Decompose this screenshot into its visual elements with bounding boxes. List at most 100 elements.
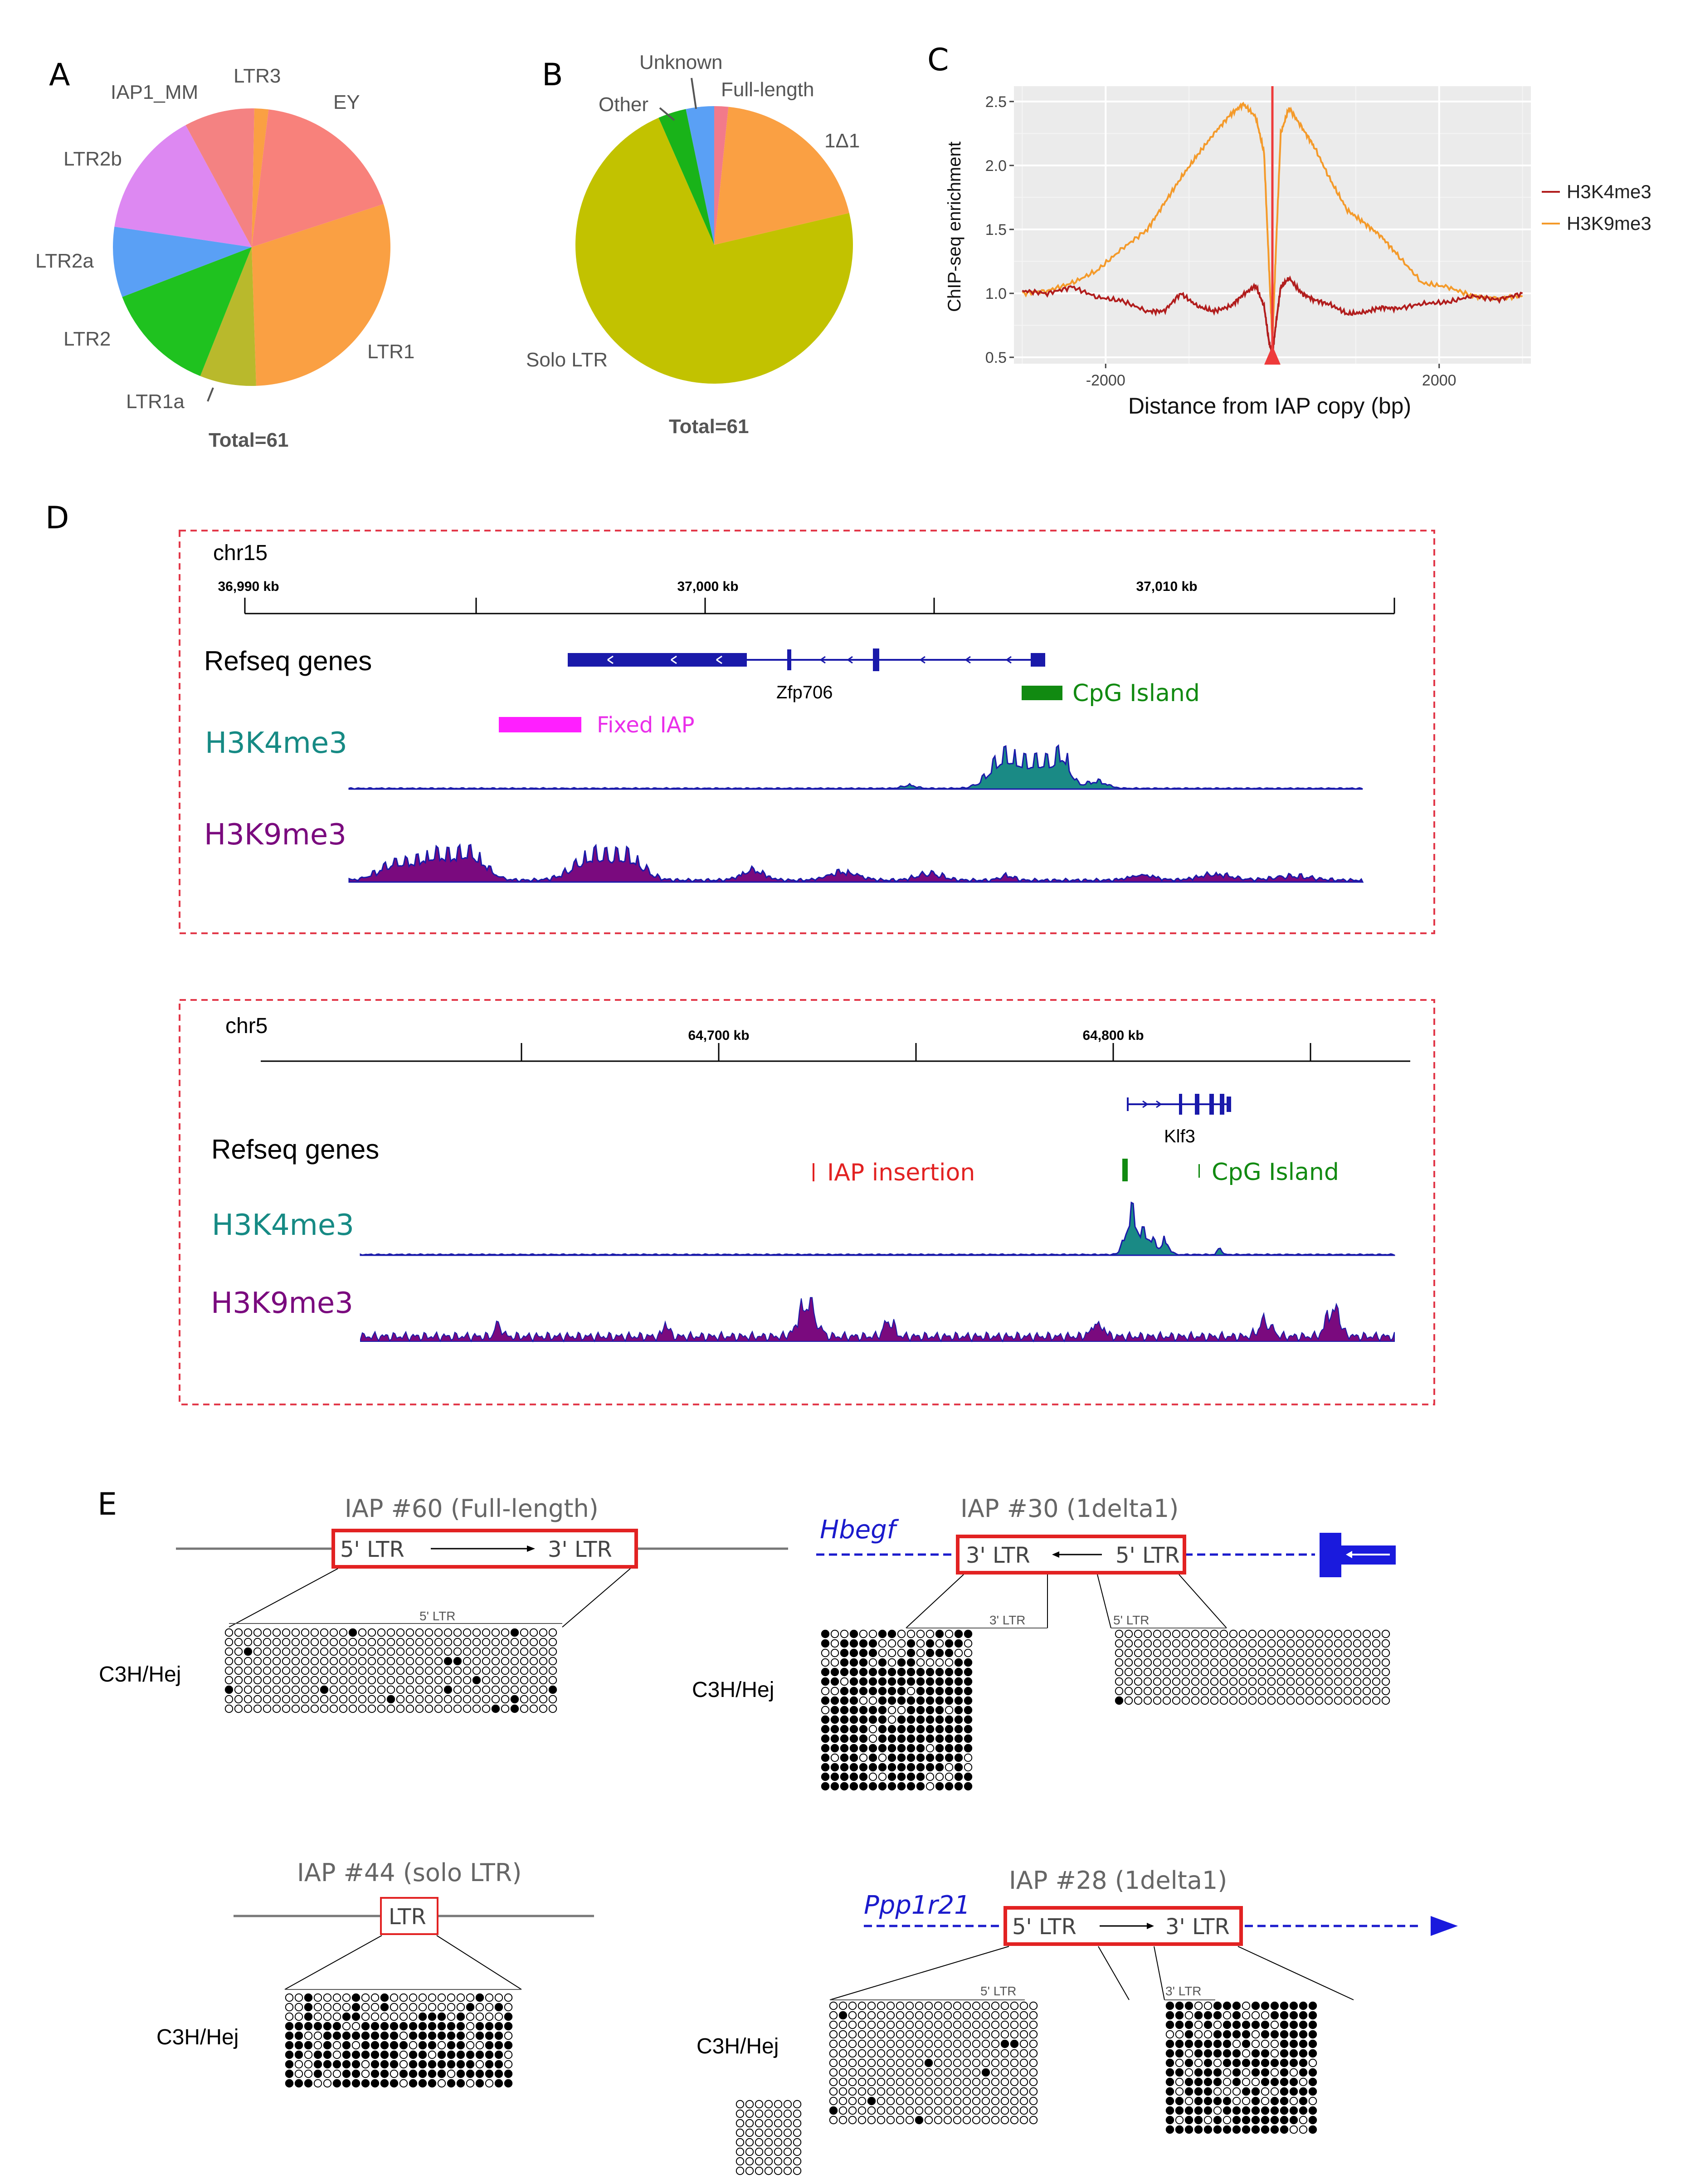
cpg-site — [1251, 2058, 1260, 2067]
cpg-site — [348, 1666, 357, 1675]
cpg-site — [926, 1687, 935, 1696]
cpg-site — [849, 1744, 858, 1753]
cpg-site — [1276, 1667, 1286, 1677]
pie-slice-ltr2a — [112, 226, 252, 297]
cpg-site — [943, 2011, 952, 2020]
cpg-site — [1000, 2087, 1009, 2096]
cpg-site — [1115, 1648, 1124, 1658]
cpg-site — [1276, 1639, 1286, 1648]
cpg-site — [896, 2068, 905, 2077]
cpg-site — [475, 2031, 484, 2040]
cpg-site — [1223, 2001, 1232, 2010]
pie-slice-full-length — [714, 106, 729, 245]
cpg-site — [926, 1639, 935, 1648]
cpg-site — [1289, 2020, 1298, 2029]
pie-b-label-1d1: 1Δ1 — [824, 130, 860, 152]
cpg-site — [443, 1676, 453, 1685]
cpg-site — [1242, 2125, 1251, 2134]
cpg-site — [323, 2041, 332, 2050]
iap30-strain: C3H/Hej — [692, 1678, 774, 1702]
cpg-site — [501, 1628, 510, 1637]
cpg-site — [859, 1696, 868, 1705]
cpg-site — [1238, 1696, 1247, 1705]
cpg-site — [924, 2106, 933, 2115]
cpg-site — [304, 2041, 313, 2050]
iap28-strain: C3H/Hej — [697, 2034, 779, 2058]
cpg-site — [1248, 1677, 1257, 1686]
cpg-site — [868, 1677, 877, 1686]
cpg-site — [396, 1676, 405, 1685]
cpg-site — [1019, 2049, 1028, 2058]
cpg-site — [1172, 1648, 1181, 1658]
cpg-site — [878, 1687, 887, 1696]
cpg-site — [351, 2022, 360, 2031]
iap28-title: IAP #28 (1delta1) — [1009, 1866, 1227, 1895]
cpg-site — [1257, 1629, 1266, 1638]
cpg-site — [1251, 2001, 1260, 2010]
cpg-site — [1299, 2001, 1308, 2010]
cpg-site — [418, 2022, 427, 2031]
cpg-site — [868, 1763, 877, 1772]
cpg-site — [1232, 2049, 1241, 2058]
cpg-site — [434, 1685, 443, 1694]
cpg-site — [934, 2106, 943, 2115]
cpg-site — [887, 1763, 896, 1772]
cpg-site — [926, 1658, 935, 1667]
cpg-site — [491, 1685, 500, 1694]
cpg-site — [482, 1695, 491, 1704]
cpg-site — [1162, 1629, 1171, 1638]
cpg-site — [399, 2012, 408, 2021]
cpg-site — [332, 2060, 341, 2069]
cpg-site — [1280, 2096, 1289, 2106]
cpg-site — [443, 1695, 453, 1704]
cpg-site — [1153, 1696, 1162, 1705]
cpg-site — [1270, 2087, 1279, 2096]
cpg-site — [1010, 2077, 1019, 2086]
cpg-site — [1343, 1687, 1352, 1696]
cpg-site — [1153, 1677, 1162, 1686]
cpg-site — [358, 1647, 367, 1656]
cpg-site — [1000, 2030, 1009, 2039]
cpg-site — [924, 2077, 933, 2086]
cpg-site — [857, 2049, 867, 2058]
cpg-site — [224, 1695, 234, 1704]
region1-tick-3: 37,010 kb — [1136, 579, 1197, 594]
cpg-site — [301, 1685, 310, 1694]
cpg-site — [1000, 2001, 1009, 2010]
cpg-site — [1261, 2049, 1270, 2058]
cpg-site — [1305, 1696, 1314, 1705]
cpg-site — [1143, 1677, 1152, 1686]
cpg-site — [443, 1647, 453, 1656]
cpg-site — [906, 1734, 916, 1743]
cpg-site — [358, 1657, 367, 1666]
cpg-site — [926, 1782, 935, 1791]
iap60-title: IAP #60 (Full-length) — [345, 1494, 599, 1523]
cpg-site — [897, 1639, 906, 1648]
cpg-site — [472, 1666, 481, 1675]
cpg-site — [859, 1629, 868, 1638]
cpg-site — [529, 1628, 538, 1637]
cpg-site — [1029, 2039, 1038, 2048]
cpg-site — [821, 1782, 830, 1791]
cpg-site — [428, 2060, 437, 2069]
pie-chart-b — [575, 106, 853, 384]
cpg-site — [510, 1666, 519, 1675]
cpg-site — [386, 1695, 395, 1704]
region1-fixed-iap-bar — [499, 717, 581, 732]
cpg-site — [285, 2050, 294, 2059]
cpg-site — [253, 1657, 262, 1666]
cpg-site — [1280, 2020, 1289, 2029]
cpg-site — [849, 1629, 858, 1638]
region2-cpg-label: CpG Island — [1212, 1159, 1339, 1186]
cpg-site — [301, 1704, 310, 1713]
cpg-site — [539, 1647, 548, 1656]
cpg-site — [1000, 2116, 1009, 2125]
cpg-site — [1267, 1639, 1276, 1648]
cpg-site — [838, 2087, 848, 2096]
cpg-site — [472, 1685, 481, 1694]
cpg-site — [320, 1704, 329, 1713]
cpg-site — [1203, 2068, 1213, 2077]
cpg-site — [1289, 2106, 1298, 2115]
cpg-site — [793, 2166, 802, 2175]
cpg-site — [1162, 1648, 1171, 1658]
